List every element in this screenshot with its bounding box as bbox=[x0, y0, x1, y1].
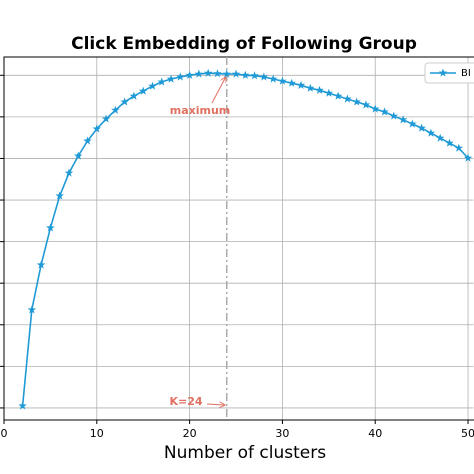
point-marker bbox=[268, 74, 278, 83]
point-marker bbox=[426, 128, 436, 137]
point-marker bbox=[83, 136, 92, 145]
point-marker bbox=[296, 80, 306, 89]
point-marker bbox=[55, 191, 64, 200]
point-marker bbox=[176, 72, 185, 81]
point-marker bbox=[398, 115, 408, 124]
point-marker bbox=[157, 77, 167, 86]
point-marker bbox=[18, 401, 27, 410]
point-marker bbox=[74, 151, 83, 160]
point-marker bbox=[222, 69, 231, 78]
x-tick-label: 0 bbox=[1, 427, 8, 440]
point-marker bbox=[408, 119, 417, 128]
point-marker bbox=[231, 69, 241, 78]
point-marker bbox=[185, 70, 194, 79]
point-marker bbox=[361, 100, 371, 109]
point-marker bbox=[324, 88, 334, 97]
x-tick-label: 20 bbox=[183, 427, 197, 440]
point-marker bbox=[315, 85, 324, 94]
point-marker bbox=[250, 71, 259, 80]
point-marker bbox=[370, 104, 380, 113]
point-marker bbox=[92, 124, 102, 133]
chart-title: Click Embedding of Following Group bbox=[71, 34, 417, 54]
point-marker bbox=[417, 123, 426, 132]
point-marker bbox=[46, 223, 55, 232]
annotation-arrow bbox=[211, 77, 226, 104]
annotation-arrow bbox=[206, 404, 225, 405]
point-marker bbox=[343, 94, 352, 103]
point-marker bbox=[287, 78, 296, 87]
point-marker bbox=[64, 168, 74, 177]
point-marker bbox=[454, 143, 463, 152]
x-tick-label: 40 bbox=[368, 427, 382, 440]
point-marker bbox=[120, 97, 129, 106]
point-marker bbox=[27, 305, 37, 314]
point-marker bbox=[36, 260, 46, 269]
legend-marker bbox=[438, 68, 448, 77]
point-marker bbox=[380, 107, 389, 116]
point-marker bbox=[333, 91, 343, 100]
point-marker bbox=[352, 97, 361, 106]
point-marker bbox=[389, 111, 399, 120]
point-marker bbox=[445, 138, 454, 147]
point-marker bbox=[138, 86, 148, 95]
point-marker bbox=[148, 81, 157, 90]
point-marker bbox=[166, 74, 176, 83]
annotation: maximum bbox=[170, 104, 231, 117]
point-marker bbox=[306, 83, 315, 92]
point-marker bbox=[278, 76, 287, 85]
point-marker bbox=[259, 72, 269, 81]
point-marker bbox=[101, 114, 111, 123]
point-marker bbox=[111, 105, 120, 114]
x-tick-label: 50 bbox=[461, 427, 474, 440]
plot-frame bbox=[3, 56, 474, 421]
x-tick-label: 30 bbox=[275, 427, 289, 440]
series-line bbox=[21, 72, 469, 406]
x-tick-label: 10 bbox=[90, 427, 104, 440]
x-axis-label: Number of clusters bbox=[164, 443, 326, 463]
point-marker bbox=[194, 69, 204, 78]
point-marker bbox=[241, 70, 250, 79]
point-marker bbox=[435, 133, 445, 142]
point-marker bbox=[463, 153, 473, 162]
point-marker bbox=[129, 91, 139, 100]
legend-label: BI bbox=[461, 68, 471, 79]
point-marker bbox=[203, 68, 213, 77]
point-marker bbox=[213, 69, 222, 78]
annotation: K=24 bbox=[169, 395, 202, 408]
